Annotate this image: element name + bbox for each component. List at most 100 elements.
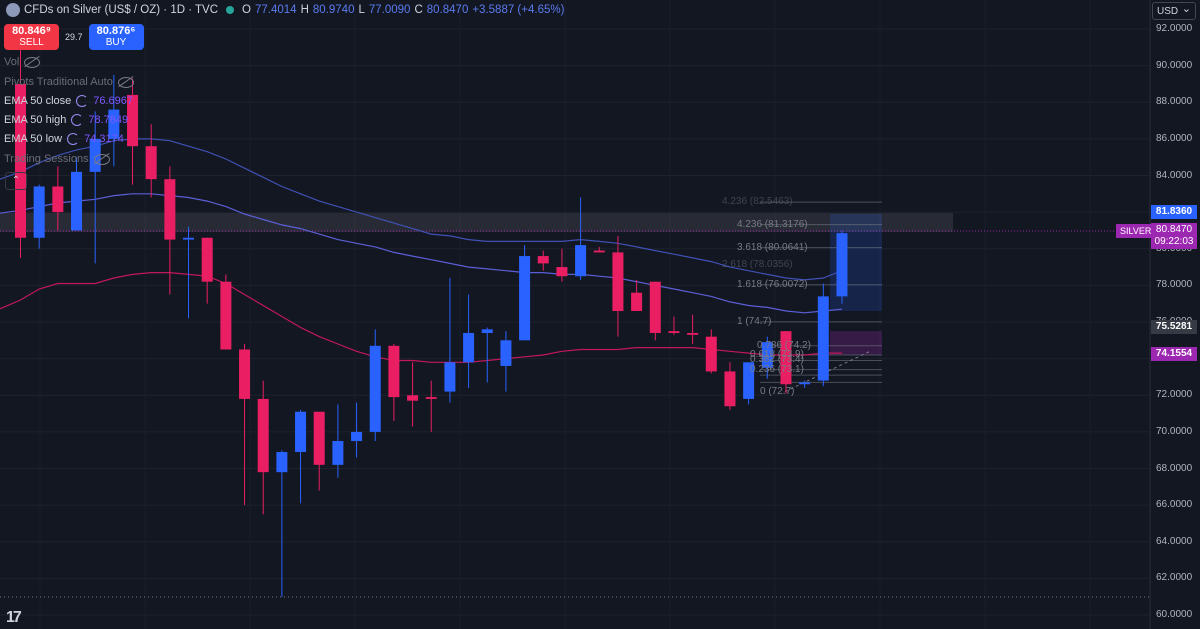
candle-body: [33, 186, 45, 238]
candle-body: [313, 411, 325, 465]
candle: [295, 409, 307, 504]
candle: [71, 157, 83, 231]
silver-flag-icon: [6, 3, 20, 17]
market-status-icon: [226, 6, 235, 14]
candle: [444, 278, 456, 403]
candle: [519, 245, 531, 341]
hidden-eye-icon[interactable]: [24, 56, 41, 68]
price-tick: 68.0000: [1156, 462, 1193, 474]
candle-body: [463, 332, 475, 363]
candle-body: [836, 233, 848, 297]
fib-label: 4.236 (82.5463): [722, 196, 793, 208]
candle-body: [145, 146, 157, 180]
close-value: 80.8470: [426, 4, 469, 16]
candle-body: [108, 109, 120, 139]
candle: [257, 380, 269, 515]
indicator-vol[interactable]: Vol: [4, 56, 41, 68]
price-tick: 78.0000: [1156, 279, 1193, 291]
candle: [52, 166, 64, 231]
candle: [500, 331, 512, 392]
indicator-ema-low[interactable]: EMA 50 low 74.3174: [4, 133, 124, 145]
candle: [761, 336, 773, 379]
fib-label: 1 (74.7): [737, 315, 772, 327]
candle: [201, 237, 213, 304]
candles: [15, 32, 848, 597]
price-tick: 60.0000: [1156, 609, 1193, 620]
indicator-ema-high[interactable]: EMA 50 high 78.7849: [4, 114, 128, 126]
candle-body: [369, 345, 381, 432]
buy-label: BUY: [105, 37, 127, 48]
candle: [537, 250, 549, 271]
candle-body: [593, 250, 605, 253]
indicator-name: Pivots Traditional Auto: [4, 76, 113, 88]
indicator-sessions[interactable]: Trading Sessions: [4, 153, 110, 165]
collapse-legend-button[interactable]: ⌃: [5, 172, 27, 190]
candle-body: [668, 331, 680, 333]
high-label: H: [300, 4, 309, 16]
buy-button[interactable]: 80.876⁶ BUY: [88, 24, 144, 50]
candle-body: [724, 371, 736, 407]
high-value: 80.9740: [312, 4, 355, 16]
candle: [743, 362, 755, 405]
candle-body: [257, 398, 269, 473]
fib-label: 3.618 (80.0641): [737, 241, 808, 253]
fib-label: 4.236 (81.3176): [737, 218, 808, 230]
candle-body: [332, 441, 344, 465]
candle-body: [537, 256, 549, 264]
candle: [612, 235, 624, 337]
level-mid-label: 75.5281: [1151, 320, 1197, 334]
candle-body: [612, 252, 624, 312]
symbol-title[interactable]: CFDs on Silver (US$ / OZ) · 1D · TVC: [24, 4, 219, 16]
candle-body: [444, 362, 456, 392]
fib-label: 0.236 (73.1): [750, 363, 804, 375]
price-tick: 70.0000: [1156, 425, 1193, 437]
price-tick: 86.0000: [1156, 132, 1193, 144]
silver-price-label: 80.8470 09:22:03: [1151, 223, 1197, 249]
candle: [575, 197, 587, 280]
fib-label: 0.382 (73.4): [750, 354, 804, 366]
loading-icon: [76, 95, 89, 107]
candle: [351, 402, 363, 458]
tradingview-logo: 17: [6, 609, 22, 626]
fib-zone-down: [830, 331, 882, 355]
indicator-pivots[interactable]: Pivots Traditional Auto: [4, 76, 134, 88]
close-label: C: [414, 4, 423, 16]
candle-body: [687, 332, 699, 335]
hidden-eye-icon[interactable]: [93, 153, 110, 165]
candle: [313, 411, 325, 491]
candle-body: [52, 186, 64, 213]
candle: [668, 316, 680, 335]
candle: [799, 380, 811, 388]
candle-body: [519, 256, 531, 341]
indicator-ema-close[interactable]: EMA 50 close 76.6967: [4, 95, 133, 107]
hidden-eye-icon[interactable]: [117, 76, 134, 88]
loading-icon: [67, 133, 80, 145]
sell-button[interactable]: 80.846⁹ SELL: [4, 24, 59, 50]
currency-select[interactable]: USD: [1152, 0, 1196, 20]
candle-body: [239, 349, 251, 399]
candle: [556, 248, 568, 282]
candle-body: [743, 362, 755, 399]
candle-body: [407, 395, 419, 401]
silver-price: 80.8470: [1155, 224, 1193, 235]
candle: [481, 327, 493, 383]
indicator-name: Vol: [4, 56, 20, 68]
price-tick: 88.0000: [1156, 96, 1193, 108]
candle: [687, 314, 699, 344]
candle-body: [556, 267, 568, 277]
fib-label: 0.618 (73.9): [750, 348, 804, 360]
candle: [836, 230, 848, 304]
candle-body: [71, 171, 83, 231]
fib-label: 2.618 (78.0356): [722, 259, 793, 271]
sell-price: 80.846⁹: [12, 25, 51, 37]
candle: [407, 362, 419, 427]
symbol-header[interactable]: CFDs on Silver (US$ / OZ) · 1D · TVC O 77…: [6, 3, 564, 17]
trade-panel: 80.846⁹ SELL 29.7 80.876⁶ BUY: [4, 24, 144, 50]
candle-body: [351, 431, 363, 442]
fib-label: 1.618 (76.0072): [737, 278, 808, 290]
price-axis-bg: [1150, 0, 1200, 629]
low-label: L: [358, 4, 365, 16]
price-tick: 92.0000: [1156, 23, 1193, 34]
